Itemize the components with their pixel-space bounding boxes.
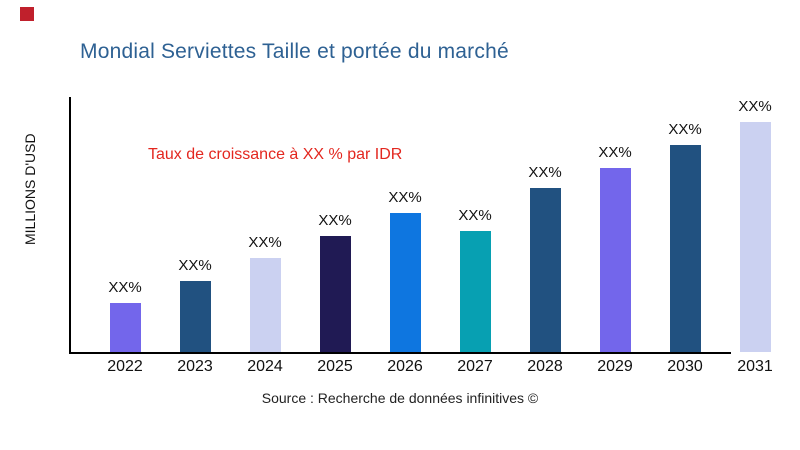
bar-2026 <box>389 213 421 352</box>
y-axis-line <box>69 97 71 354</box>
x-tick-label-2031: 2031 <box>737 358 773 375</box>
bar-value-label-2023: XX% <box>178 257 212 274</box>
x-tick-label-2027: 2027 <box>457 358 493 375</box>
bar-2028 <box>529 188 561 352</box>
bar-2029 <box>599 168 631 352</box>
x-axis-ticks: 2022 2023 2024 2025 2026 2027 2028 2029 2030 2031 <box>70 358 790 380</box>
x-tick-label-2025: 2025 <box>317 358 353 375</box>
bar-2023 <box>179 281 211 352</box>
bar-2024 <box>249 258 281 352</box>
bar-2022 <box>109 303 141 352</box>
x-tick-label-2028: 2028 <box>527 358 563 375</box>
bar-value-label-2024: XX% <box>248 234 282 251</box>
bar-value-label-2028: XX% <box>528 164 562 181</box>
bar-value-label-2031: XX% <box>738 98 772 115</box>
chart-title: Mondial Serviettes Taille et portée du m… <box>80 40 509 63</box>
bar-2027 <box>459 231 491 352</box>
bar-value-label-2025: XX% <box>318 212 352 229</box>
y-axis-label: MILLIONS D'USD <box>22 133 38 245</box>
bar-value-label-2027: XX% <box>458 207 492 224</box>
bar-2025 <box>319 236 351 352</box>
bar-value-label-2030: XX% <box>668 121 702 138</box>
x-tick-label-2022: 2022 <box>107 358 143 375</box>
bar-value-label-2029: XX% <box>598 144 632 161</box>
bar-2031 <box>739 122 771 352</box>
source-text: Source : Recherche de données infinitive… <box>261 390 539 406</box>
x-tick-label-2030: 2030 <box>667 358 703 375</box>
x-tick-label-2024: 2024 <box>247 358 283 375</box>
red-square-marker <box>20 7 34 21</box>
plot-area: XX% XX% XX% XX% XX% XX% XX% XX% XX% XX% <box>70 97 790 352</box>
bar-value-label-2026: XX% <box>388 189 422 206</box>
growth-rate-annotation: Taux de croissance à XX % par IDR <box>148 146 403 163</box>
x-tick-label-2026: 2026 <box>387 358 423 375</box>
x-tick-label-2029: 2029 <box>597 358 633 375</box>
bar-value-label-2022: XX% <box>108 279 142 296</box>
x-axis-line <box>69 352 731 354</box>
bar-2030 <box>669 145 701 352</box>
x-tick-label-2023: 2023 <box>177 358 213 375</box>
